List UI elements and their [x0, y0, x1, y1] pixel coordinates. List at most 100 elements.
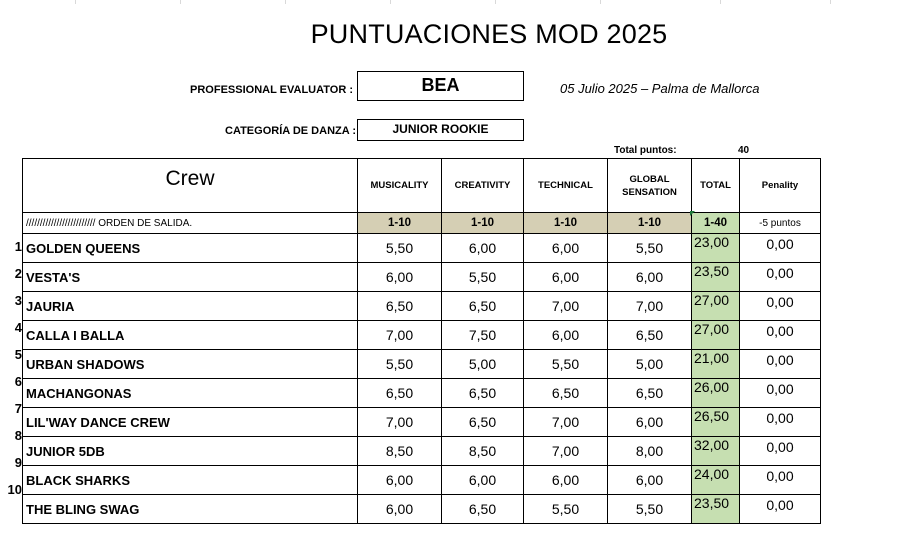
table-row: LIL'WAY DANCE CREW 7,00 6,50 7,00 6,00 2… — [22, 407, 821, 437]
creativity-score[interactable]: 6,50 — [441, 378, 524, 408]
penality-score[interactable]: 0,00 — [739, 262, 821, 292]
creativity-score[interactable]: 5,00 — [441, 349, 524, 379]
total-score[interactable]: 26,50 — [691, 407, 740, 437]
total-score[interactable]: 27,00 — [691, 320, 740, 350]
header-creativity: CREATIVITY — [441, 158, 524, 213]
header-global-sensation: GLOBAL SENSATION — [607, 158, 692, 213]
technical-score[interactable]: 5,50 — [523, 349, 608, 379]
row-number: 7 — [14, 401, 22, 416]
crew-name[interactable]: JUNIOR 5DB — [22, 436, 358, 466]
penality-score[interactable]: 0,00 — [739, 494, 821, 524]
crew-name[interactable]: CALLA I BALLA — [22, 320, 358, 350]
technical-score[interactable]: 7,00 — [523, 436, 608, 466]
creativity-score[interactable]: 5,50 — [441, 262, 524, 292]
total-score[interactable]: 21,00 — [691, 349, 740, 379]
table-row: MACHANGONAS 6,50 6,50 6,50 6,50 26,00 0,… — [22, 378, 821, 408]
global-score[interactable]: 6,50 — [607, 320, 692, 350]
technical-score[interactable]: 6,00 — [523, 465, 608, 495]
table-row: JAURIA 6,50 6,50 7,00 7,00 27,00 0,00 — [22, 291, 821, 321]
technical-score[interactable]: 7,00 — [523, 291, 608, 321]
crew-name[interactable]: GOLDEN QUEENS — [22, 233, 358, 263]
range-total: 1-40 — [691, 212, 740, 234]
row-number: 6 — [14, 374, 22, 389]
global-score[interactable]: 6,00 — [607, 407, 692, 437]
musicality-score[interactable]: 6,00 — [357, 262, 442, 292]
range-penality: -5 puntos — [739, 212, 821, 234]
order-label: ///////////////////////// ORDEN DE SALID… — [22, 212, 358, 234]
crew-name[interactable]: JAURIA — [22, 291, 358, 321]
technical-score[interactable]: 5,50 — [523, 494, 608, 524]
table-row: URBAN SHADOWS 5,50 5,00 5,50 5,00 21,00 … — [22, 349, 821, 379]
header-row: Crew MUSICALITY CREATIVITY TECHNICAL GLO… — [22, 158, 821, 213]
evaluator-label: PROFESSIONAL EVALUATOR : — [190, 84, 353, 96]
scores-table: Crew MUSICALITY CREATIVITY TECHNICAL GLO… — [22, 158, 821, 524]
total-score[interactable]: 26,00 — [691, 378, 740, 408]
total-score[interactable]: 23,50 — [691, 262, 740, 292]
table-row: VESTA'S 6,00 5,50 6,00 6,00 23,50 0,00 — [22, 262, 821, 292]
row-number: 1 — [14, 239, 22, 254]
penality-score[interactable]: 0,00 — [739, 349, 821, 379]
crew-name[interactable]: URBAN SHADOWS — [22, 349, 358, 379]
global-score[interactable]: 8,00 — [607, 436, 692, 466]
musicality-score[interactable]: 6,50 — [357, 291, 442, 321]
global-score[interactable]: 6,50 — [607, 378, 692, 408]
category-value[interactable]: JUNIOR ROOKIE — [357, 119, 524, 141]
penality-score[interactable]: 0,00 — [739, 291, 821, 321]
total-score[interactable]: 32,00 — [691, 436, 740, 466]
global-score[interactable]: 6,00 — [607, 465, 692, 495]
row-number: 5 — [14, 347, 22, 362]
crew-name[interactable]: VESTA'S — [22, 262, 358, 292]
penality-score[interactable]: 0,00 — [739, 233, 821, 263]
row-number: 3 — [14, 293, 22, 308]
creativity-score[interactable]: 6,50 — [441, 407, 524, 437]
range-creativity: 1-10 — [441, 212, 524, 234]
penality-score[interactable]: 0,00 — [739, 436, 821, 466]
header-musicality: MUSICALITY — [357, 158, 442, 213]
technical-score[interactable]: 6,00 — [523, 320, 608, 350]
total-score[interactable]: 23,00 — [691, 233, 740, 263]
musicality-score[interactable]: 6,00 — [357, 465, 442, 495]
creativity-score[interactable]: 8,50 — [441, 436, 524, 466]
musicality-score[interactable]: 6,00 — [357, 494, 442, 524]
creativity-score[interactable]: 6,00 — [441, 465, 524, 495]
penality-score[interactable]: 0,00 — [739, 378, 821, 408]
range-technical: 1-10 — [523, 212, 608, 234]
crew-name[interactable]: MACHANGONAS — [22, 378, 358, 408]
row-number: 8 — [14, 428, 22, 443]
global-score[interactable]: 5,50 — [607, 494, 692, 524]
musicality-score[interactable]: 7,00 — [357, 320, 442, 350]
penality-score[interactable]: 0,00 — [739, 465, 821, 495]
cell-comment-marker — [690, 211, 695, 216]
global-score[interactable]: 5,00 — [607, 349, 692, 379]
crew-name[interactable]: LIL'WAY DANCE CREW — [22, 407, 358, 437]
total-score[interactable]: 27,00 — [691, 291, 740, 321]
musicality-score[interactable]: 5,50 — [357, 233, 442, 263]
musicality-score[interactable]: 7,00 — [357, 407, 442, 437]
musicality-score[interactable]: 5,50 — [357, 349, 442, 379]
range-musicality: 1-10 — [357, 212, 442, 234]
total-points-label: Total puntos: — [614, 145, 677, 156]
header-technical: TECHNICAL — [523, 158, 608, 213]
crew-name[interactable]: THE BLING SWAG — [22, 494, 358, 524]
technical-score[interactable]: 6,00 — [523, 233, 608, 263]
creativity-score[interactable]: 7,50 — [441, 320, 524, 350]
total-score[interactable]: 23,50 — [691, 494, 740, 524]
musicality-score[interactable]: 6,50 — [357, 378, 442, 408]
penality-score[interactable]: 0,00 — [739, 407, 821, 437]
total-points-value: 40 — [738, 145, 750, 156]
global-score[interactable]: 7,00 — [607, 291, 692, 321]
creativity-score[interactable]: 6,50 — [441, 494, 524, 524]
evaluator-value[interactable]: BEA — [357, 71, 524, 101]
musicality-score[interactable]: 8,50 — [357, 436, 442, 466]
crew-name[interactable]: BLACK SHARKS — [22, 465, 358, 495]
creativity-score[interactable]: 6,50 — [441, 291, 524, 321]
creativity-score[interactable]: 6,00 — [441, 233, 524, 263]
date-place: 05 Julio 2025 – Palma de Mallorca — [560, 81, 760, 96]
total-score[interactable]: 24,00 — [691, 465, 740, 495]
global-score[interactable]: 6,00 — [607, 262, 692, 292]
technical-score[interactable]: 6,50 — [523, 378, 608, 408]
technical-score[interactable]: 7,00 — [523, 407, 608, 437]
global-score[interactable]: 5,50 — [607, 233, 692, 263]
penality-score[interactable]: 0,00 — [739, 320, 821, 350]
technical-score[interactable]: 6,00 — [523, 262, 608, 292]
